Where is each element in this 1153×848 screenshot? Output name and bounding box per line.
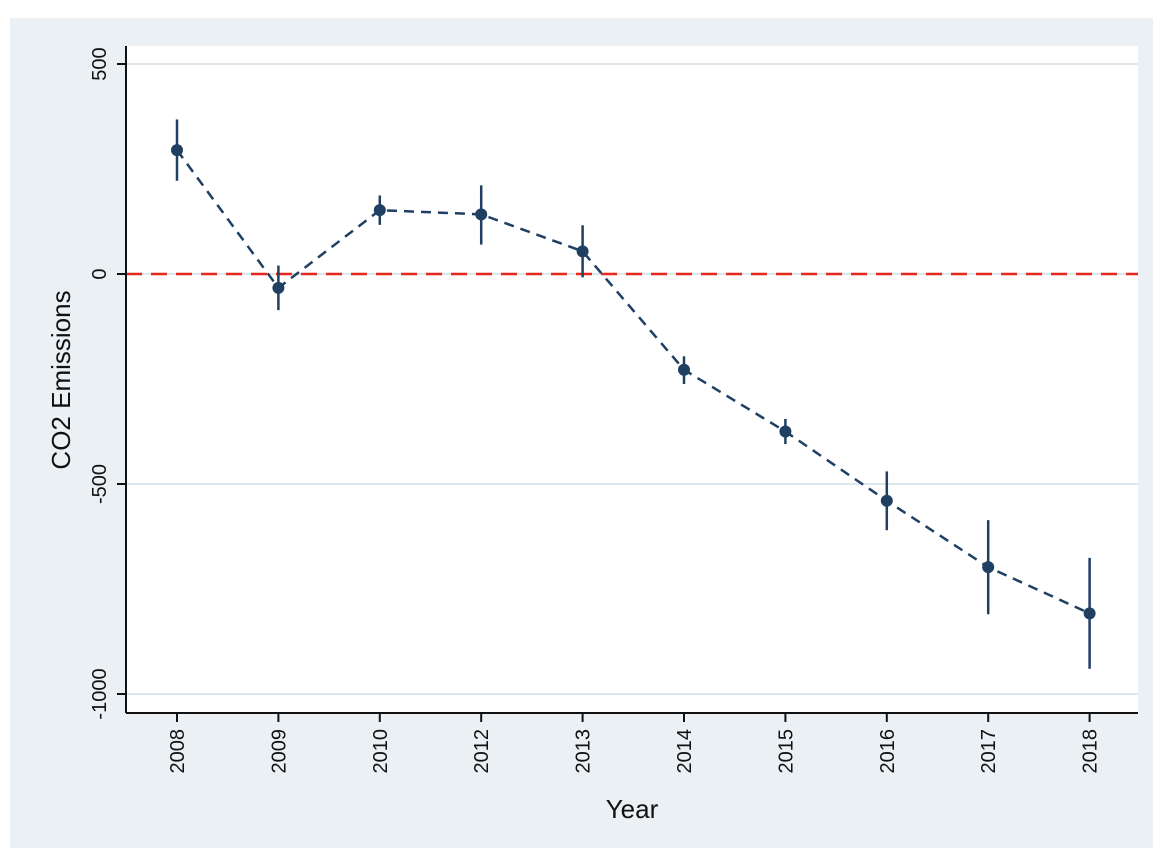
- data-point-2010: [373, 204, 386, 217]
- x-tick-label-2015: 2015: [775, 729, 797, 774]
- x-tick-label-2012: 2012: [471, 729, 493, 774]
- x-tick-label-2018: 2018: [1080, 729, 1102, 774]
- data-point-2017: [982, 561, 995, 574]
- data-point-2009: [272, 281, 285, 294]
- x-tick-label-2014: 2014: [674, 729, 696, 774]
- plot-area: [126, 46, 1138, 713]
- axes: [117, 46, 1138, 722]
- data-point-2012: [475, 208, 488, 221]
- y-tick-label-0: -1000: [89, 668, 111, 719]
- x-tick-label-2013: 2013: [573, 729, 595, 774]
- series-line-layer: [175, 149, 1091, 615]
- y-axis-title: CO2 Emissions: [46, 290, 76, 469]
- data-point-2008: [171, 144, 183, 157]
- x-tick-labels: 2008 2009 2010 2012 2013 2014 2015 2016 2017 2018: [167, 729, 1102, 774]
- data-point-2018: [1083, 607, 1096, 620]
- x-axis-title: Year: [606, 794, 659, 824]
- y-tick-label-1: -500: [89, 464, 111, 504]
- x-tick-label-2016: 2016: [877, 729, 899, 774]
- x-tick-label-2017: 2017: [978, 729, 1000, 774]
- series-line: [175, 149, 1091, 615]
- data-point-2013: [576, 245, 589, 258]
- data-point-layer: [171, 144, 1096, 620]
- data-point-2016: [880, 494, 893, 507]
- y-tick-label-3: 500: [89, 47, 111, 80]
- data-point-2014: [678, 363, 690, 376]
- x-tick-label-2009: 2009: [268, 729, 290, 774]
- x-tick-label-2010: 2010: [370, 729, 392, 774]
- data-point-2015: [779, 425, 792, 438]
- y-tick-labels: -1000 -500 0 500: [89, 47, 111, 719]
- y-tick-label-2: 0: [89, 268, 111, 279]
- x-tick-label-2008: 2008: [167, 729, 189, 774]
